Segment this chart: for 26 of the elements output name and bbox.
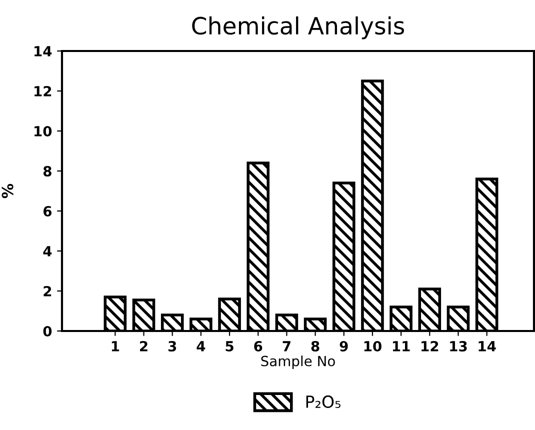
x-tick-label: 7	[282, 341, 290, 352]
x-axis-title: Sample No	[261, 356, 335, 369]
y-tick-label: 4	[43, 246, 52, 256]
chart-title: Chemical Analysis	[192, 16, 404, 40]
x-tick-label: 4	[196, 341, 206, 352]
legend-label: P₂O₅	[306, 395, 340, 408]
y-tick-label: 12	[34, 86, 52, 96]
x-tick-label: 5	[226, 341, 234, 352]
y-tick-label: 2	[44, 286, 52, 296]
x-tick-label: 8	[311, 340, 320, 352]
y-tick-label: 10	[34, 126, 52, 136]
x-tick-label: 10	[364, 340, 382, 352]
x-tick-label: 3	[168, 340, 176, 352]
y-tick-label: 14	[34, 46, 52, 56]
x-tick-label: 2	[140, 340, 148, 352]
x-tick-label: 12	[422, 340, 438, 352]
y-tick-label: 6	[43, 206, 52, 216]
x-tick-label: 1	[112, 341, 120, 352]
x-tick-label: 13	[450, 340, 467, 352]
y-tick-label: 0	[43, 326, 52, 336]
x-tick-label: 9	[340, 340, 348, 352]
y-axis-title: %	[2, 184, 14, 198]
x-tick-label: 14	[478, 341, 496, 352]
x-tick-label: 11	[392, 341, 410, 352]
x-tick-label: 6	[254, 340, 262, 352]
y-tick-label: 8	[43, 166, 52, 176]
